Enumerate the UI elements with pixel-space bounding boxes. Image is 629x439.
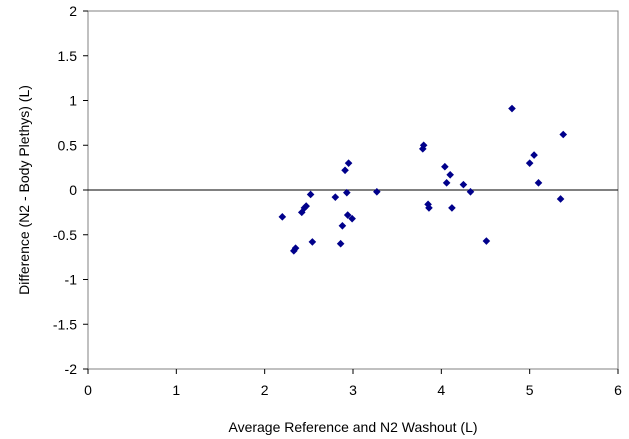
y-tick-label: 2 [69,3,77,19]
data-point [348,214,356,223]
data-point [373,187,381,196]
y-tick-label: 1.5 [58,48,78,64]
data-point [336,239,345,248]
data-point [441,162,449,171]
data-point [425,204,433,212]
x-axis-ticks: 0 1 2 3 4 5 6 [84,369,622,398]
x-tick-label: 3 [349,382,357,398]
data-point [556,195,565,203]
y-tick-label: -1.5 [53,316,77,332]
data-point [302,202,310,210]
x-tick-label: 4 [437,382,445,398]
data-point [508,104,516,113]
data-point [446,170,454,179]
x-tick-label: 5 [526,382,534,398]
data-point [343,211,352,219]
y-tick-label: -1 [65,272,78,288]
data-point [290,247,298,255]
data-point [442,179,451,187]
y-tick-label: -0.5 [53,227,77,243]
data-point [306,190,315,199]
data-points [278,104,568,255]
data-point [448,204,456,212]
x-axis-label: Average Reference and N2 Washout (L) [228,419,477,435]
y-tick-label: 0.5 [58,137,78,153]
data-point [308,238,317,246]
data-point [418,145,427,153]
y-tick-label: 1 [69,93,77,109]
x-tick-label: 0 [84,382,92,398]
data-point [341,166,349,175]
data-point [343,188,351,197]
data-point [530,151,538,159]
data-point [331,193,340,201]
data-point [297,208,306,217]
data-point [338,222,347,230]
data-point [344,159,353,167]
data-point [278,213,287,221]
x-tick-label: 6 [614,382,622,398]
data-point [534,179,543,187]
data-point [291,244,300,252]
y-axis-ticks: 2 1.5 1 0.5 0 -0.5 -1 -1.5 -2 [53,3,88,377]
y-axis-label: Difference (N2 - Body Plethys) (L) [16,85,32,295]
data-point [419,141,428,150]
x-tick-label: 2 [261,382,269,398]
y-tick-label: 0 [69,182,77,198]
y-tick-label: -2 [65,361,78,377]
data-point [482,237,491,245]
data-point [459,180,468,189]
x-tick-label: 1 [172,382,180,398]
data-point [525,159,534,167]
data-point [466,187,475,196]
data-point [559,130,568,139]
